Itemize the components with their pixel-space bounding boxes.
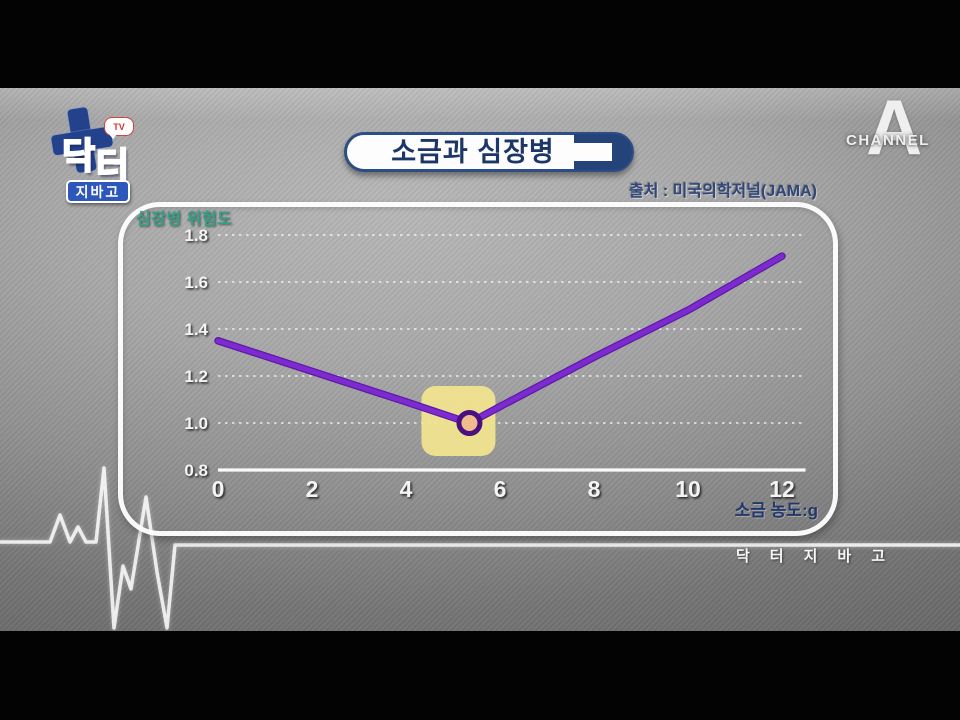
chart-panel-frame — [118, 202, 838, 536]
chart-source-citation: 출처 : 미국의학저널(JAMA) — [629, 183, 817, 200]
logo-char-teo: 터 — [95, 145, 130, 186]
logo-banner-jivago: 지바고 — [66, 180, 130, 203]
headline-pill-end-cap — [574, 134, 632, 170]
letterbox-bottom-bar — [0, 631, 960, 720]
show-name-watermark: 닥터지바고 — [736, 548, 906, 565]
x-axis-title: 소금 농도:g — [734, 501, 818, 520]
channel-a-wordmark: CHANNEL — [846, 132, 930, 149]
channel-a-letter: A — [866, 83, 923, 171]
logo-char-dak: 닥 — [61, 135, 96, 176]
letterbox-top-bar — [0, 0, 960, 88]
logo-speech-bubble: TV — [104, 117, 134, 139]
headline-title: 소금과 심장병 — [391, 137, 555, 167]
y-axis-title: 심장병 위험도 — [136, 211, 233, 228]
channel-a-logo: A CHANNEL — [846, 88, 947, 174]
headline-pill: 소금과 심장병 — [344, 132, 634, 172]
show-logo-doctor-jivago: 닥 터 TV 지바고 — [50, 106, 150, 203]
